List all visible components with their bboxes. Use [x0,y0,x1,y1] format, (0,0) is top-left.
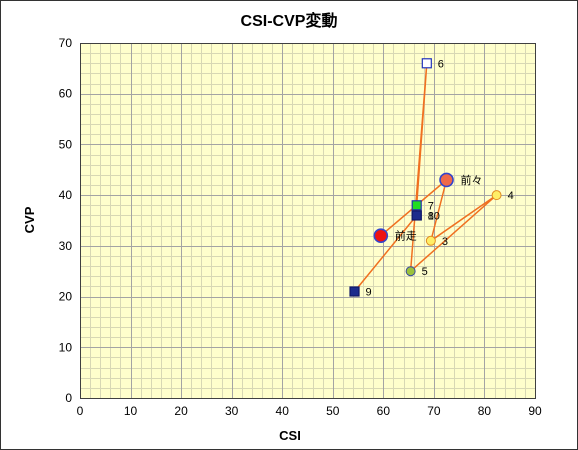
x-tick-label: 0 [77,404,84,418]
data-point-marker [411,210,422,221]
data-point-label: 前走 [395,229,417,243]
x-tick-label: 60 [377,404,391,418]
data-point-marker [411,200,422,211]
x-axis-title: CSI [279,428,301,443]
y-tick-label: 30 [59,239,73,253]
x-tick-label: 90 [528,404,542,418]
data-point-label: 5 [422,266,428,278]
x-tick-label: 40 [276,404,290,418]
data-point-label: 8 [428,210,434,222]
data-point-label: 前々 [461,173,483,187]
y-tick-label: 50 [59,137,73,151]
y-tick-label: 20 [59,290,73,304]
y-tick-label: 60 [59,87,73,101]
data-point-labels: 前走 前々 3 4 5 6 78 9 10 [366,58,514,298]
x-axis-tick-labels: 0 10 20 30 40 50 60 70 80 90 [77,404,542,418]
data-point-marker [373,228,389,244]
plot-area [80,43,535,398]
x-tick-label: 20 [174,404,188,418]
data-point-marker [491,190,502,201]
data-point-label: 6 [438,58,444,70]
data-point-label: 9 [366,287,372,299]
data-point-marker [421,58,432,69]
data-point-label: 7 [428,200,434,212]
x-tick-label: 70 [427,404,441,418]
x-tick-label: 10 [124,404,138,418]
data-point-marker [439,172,454,188]
y-tick-label: 70 [59,36,73,50]
y-axis-tick-labels: 0 10 20 30 40 50 60 70 [59,36,73,405]
x-tick-label: 80 [478,404,492,418]
data-point-markers [349,58,502,297]
y-tick-label: 40 [59,188,73,202]
data-point-label: 3 [442,236,448,248]
chart-title: CSI-CVP変動 [241,11,338,30]
data-point-label: 10 [428,210,440,222]
data-point-label: 4 [508,190,514,202]
x-tick-label: 30 [225,404,239,418]
data-point-marker [349,286,360,297]
series-line [353,63,498,292]
y-axis-title: CVP [22,206,37,233]
y-tick-label: 10 [59,340,73,354]
y-tick-label: 0 [65,391,72,405]
plot-area-border [80,43,536,399]
major-gridlines [80,43,535,398]
data-point-marker [425,235,436,246]
minor-gridlines [80,43,535,398]
x-tick-label: 50 [326,404,340,418]
data-point-marker [405,266,416,277]
